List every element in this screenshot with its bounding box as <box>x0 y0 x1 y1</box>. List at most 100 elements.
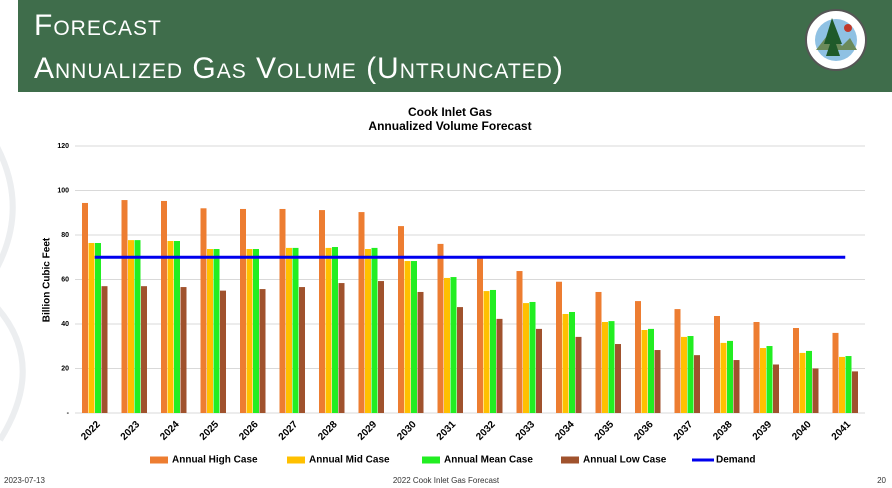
bar <box>378 281 384 413</box>
legend-swatch <box>561 456 579 464</box>
bar <box>615 344 621 413</box>
bar <box>569 311 575 413</box>
bar <box>207 249 213 413</box>
bar <box>338 283 345 413</box>
bar <box>714 315 720 413</box>
y-axis-label: Billion Cubic Feet <box>42 237 53 322</box>
bar <box>766 346 773 413</box>
chart-title: Cook Inlet Gas <box>408 105 492 119</box>
bar <box>358 212 365 413</box>
y-tick-label: 60 <box>61 276 69 283</box>
bar <box>490 289 496 413</box>
bar <box>602 321 608 413</box>
bar <box>404 261 411 413</box>
bar <box>727 340 733 413</box>
legend-label: Annual High Case <box>172 455 258 466</box>
bar <box>325 247 332 413</box>
bar <box>733 360 740 413</box>
bar <box>477 257 483 413</box>
bar <box>128 240 134 413</box>
bar <box>279 208 286 413</box>
bar <box>674 309 681 413</box>
bar <box>496 318 503 413</box>
bar <box>240 208 246 413</box>
bar <box>536 328 542 413</box>
bar <box>101 286 108 413</box>
bar <box>417 291 424 413</box>
bar <box>88 243 95 413</box>
slide-title: Forecast <box>34 9 162 42</box>
bar <box>365 249 371 413</box>
bar <box>457 307 463 413</box>
bar <box>246 249 253 413</box>
bar <box>806 350 812 413</box>
bar <box>259 289 266 413</box>
bar <box>437 243 444 413</box>
bar <box>832 332 839 413</box>
bar <box>174 241 180 413</box>
bar <box>450 277 457 413</box>
bar <box>635 301 641 413</box>
bar <box>681 336 687 413</box>
bar <box>200 208 207 413</box>
bar <box>595 291 602 413</box>
y-tick-label: - <box>67 410 70 417</box>
bar <box>483 291 490 413</box>
legend-swatch <box>422 456 440 464</box>
bar <box>134 240 141 413</box>
chart-subtitle: Annualized Volume Forecast <box>368 119 531 133</box>
footer-title: 2022 Cook Inlet Gas Forecast <box>393 476 500 485</box>
y-tick-label: 40 <box>61 321 69 328</box>
bar <box>760 348 766 413</box>
bar <box>845 356 852 413</box>
footer-date: 2023-07-13 <box>4 476 45 485</box>
page-number: 20 <box>877 476 886 485</box>
swirl <box>0 306 26 442</box>
bar <box>213 249 220 413</box>
y-tick-label: 20 <box>61 365 69 372</box>
legend-swatch <box>150 456 168 464</box>
legend-label: Demand <box>716 455 755 466</box>
logo-sun <box>844 24 852 32</box>
bar <box>292 247 299 413</box>
bar <box>556 281 562 413</box>
y-tick-label: 120 <box>57 143 69 150</box>
bar <box>167 241 174 413</box>
logo <box>805 9 867 71</box>
bar <box>220 290 226 413</box>
bar <box>444 277 450 413</box>
bar <box>253 249 259 413</box>
bar <box>575 336 582 413</box>
bar <box>852 371 858 413</box>
bar <box>332 247 338 413</box>
bar <box>641 330 648 413</box>
legend-label: Annual Low Case <box>583 455 667 466</box>
bar <box>648 328 654 413</box>
bar <box>95 243 101 413</box>
bar <box>812 368 819 413</box>
bar <box>799 352 806 413</box>
bar <box>82 202 88 413</box>
bar <box>516 271 523 413</box>
decoration <box>0 146 26 442</box>
bar <box>687 336 694 413</box>
bar <box>180 287 187 413</box>
bar <box>411 261 417 413</box>
logo-tree <box>824 18 842 56</box>
legend-label: Annual Mid Case <box>309 455 390 466</box>
header-band <box>18 0 892 92</box>
bar <box>529 301 536 413</box>
bar <box>299 287 305 413</box>
bar <box>839 356 845 413</box>
y-tick-label: 80 <box>61 232 69 239</box>
legend-swatch <box>287 456 305 464</box>
bar <box>371 247 378 413</box>
bar <box>562 313 569 413</box>
bar <box>793 328 799 413</box>
bar <box>161 200 167 413</box>
bar <box>720 342 727 413</box>
bar <box>319 210 325 413</box>
slide-title: Annualized Gas Volume (Untruncated) <box>34 52 564 85</box>
bar <box>121 200 128 413</box>
bar <box>654 350 661 413</box>
